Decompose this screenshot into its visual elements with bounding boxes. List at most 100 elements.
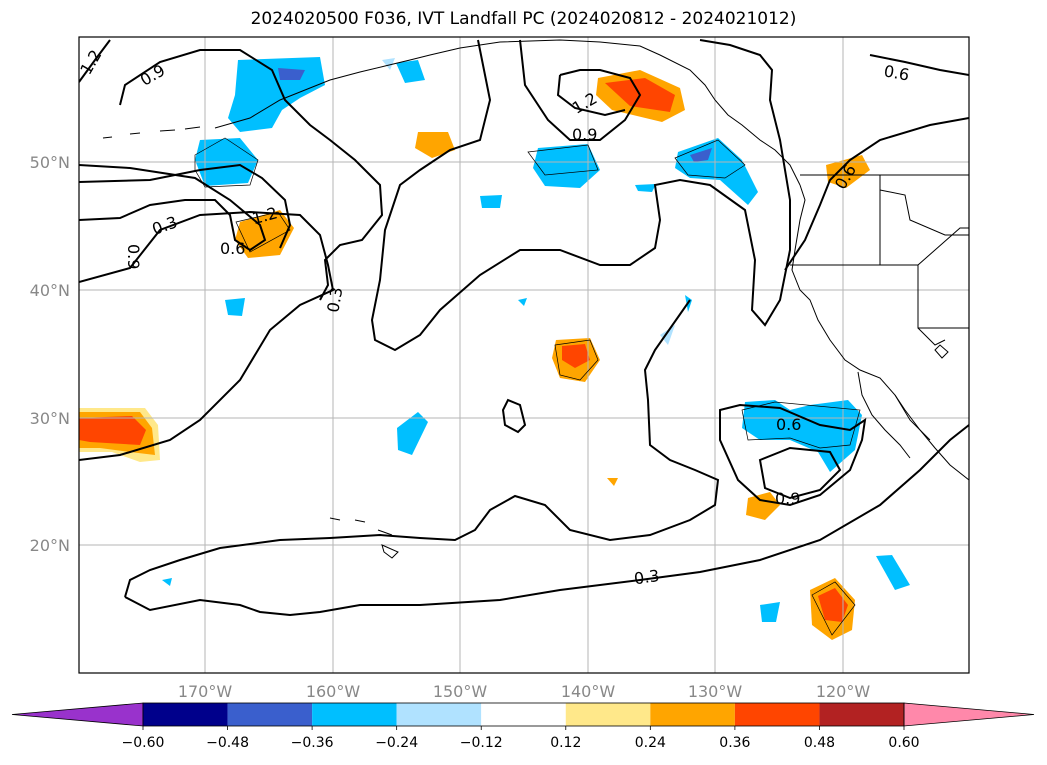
longitude-labels: 170°W 160°W 150°W 140°W 130°W 120°W: [178, 682, 871, 701]
colorbar-segment: [819, 703, 904, 726]
colorbar-tick-label: −0.60: [122, 735, 165, 751]
contour-0.6-west: [79, 164, 267, 252]
negative-anomaly-core: [278, 68, 305, 80]
negative-anomaly-region: [635, 184, 656, 192]
negative-anomaly-region: [382, 58, 395, 70]
baja-peninsula: [857, 371, 911, 459]
nevada-border: [917, 327, 946, 346]
colorbar-segment: [565, 703, 651, 726]
contour-0.3-south: [124, 299, 720, 598]
negative-anomaly-region: [518, 298, 527, 306]
colorbar-extend-max: [903, 702, 1035, 727]
anomaly-outlines: [194, 137, 861, 636]
lat-tick-label: 30°N: [30, 409, 70, 428]
colorbar-tick-label: 0.36: [719, 735, 750, 751]
colorbar-segment: [227, 703, 313, 726]
contour-0.6-east: [869, 54, 969, 76]
contour-0.3-subtropics: [124, 424, 969, 617]
negative-anomaly-region: [876, 555, 910, 590]
positive-anomaly-core: [562, 344, 590, 368]
positive-anomaly-core: [79, 416, 146, 445]
negative-anomaly-core: [690, 148, 712, 162]
contour-label: 0.9: [124, 244, 143, 269]
colorbar: −0.60 −0.48 −0.36 −0.24 −0.12 0.12 0.24 0.36 0.4…: [11, 702, 1035, 751]
positive-anomaly-region: [235, 210, 294, 258]
hawaii-islands: [329, 517, 399, 559]
mexico-coast: [934, 344, 949, 359]
latitude-labels: 50°N 40°N 30°N 20°N: [30, 153, 70, 555]
negative-anomaly-region: [760, 602, 780, 622]
contour-0.9-west: [119, 49, 384, 301]
graticule: [79, 37, 969, 673]
colorbar-tick-label: 0.60: [888, 735, 919, 751]
contour-label: 0.6: [882, 61, 910, 84]
gulf-of-california: [894, 394, 931, 441]
negative-anomaly-region: [397, 412, 428, 455]
contour-label: 0.9: [775, 489, 800, 508]
lon-tick-label: 150°W: [433, 682, 488, 701]
aleutian-islands: [102, 126, 201, 139]
lon-tick-label: 170°W: [178, 682, 233, 701]
negative-anomaly-region: [480, 195, 502, 208]
lon-tick-label: 130°W: [688, 682, 743, 701]
lon-tick-label: 140°W: [561, 682, 616, 701]
negative-anomaly-region: [533, 144, 600, 188]
negative-anomaly-region: [228, 57, 325, 132]
positive-anomaly-region: [415, 132, 455, 158]
colorbar-segment: [312, 703, 397, 726]
shaded-anomalies: [79, 57, 910, 640]
colorbar-tick-label: −0.24: [375, 735, 418, 751]
colorbar-segment: [396, 703, 482, 726]
colorbar-segment: [734, 703, 820, 726]
lat-tick-label: 40°N: [30, 281, 70, 300]
colorbar-frame: [142, 702, 905, 727]
contour-0.9-gulf: [519, 39, 642, 141]
negative-anomaly-region: [675, 138, 758, 205]
lat-tick-label: 20°N: [30, 536, 70, 555]
colorbar-segment: [143, 703, 228, 726]
contour-0.6-south: [719, 403, 867, 507]
negative-anomaly-region: [162, 578, 172, 586]
colorbar-tick-label: −0.36: [291, 735, 334, 751]
state-borders: [790, 175, 969, 329]
negative-anomaly-region: [660, 325, 675, 345]
negative-anomaly-region: [396, 60, 425, 83]
colorbar-tick-label: 0.24: [635, 735, 666, 751]
contour-1.2-gulf: [556, 74, 626, 117]
positive-anomaly-region: [826, 155, 870, 188]
colorbar-segment: [650, 703, 735, 726]
contour-0.3-west: [79, 210, 335, 461]
contour-label: 0.9: [137, 60, 169, 89]
contour-0.6-ridge: [370, 39, 791, 352]
contour-1.2-west: [79, 39, 111, 83]
contour-1.2-west-low: [79, 163, 292, 249]
positive-anomaly-core: [818, 588, 848, 622]
contour-small-closed: [501, 398, 527, 434]
contour-label: 0.6: [220, 239, 245, 258]
contour-label: 0.9: [572, 125, 597, 144]
map-panel: 1.2 0.9 1.2 0.9 0.6 0.3 0.9 1.2 0.6 0.3 …: [79, 37, 969, 673]
ivt-contours: [79, 39, 969, 617]
contour-label: 0.3: [633, 566, 661, 588]
colorbar-tick-label: 0.48: [804, 735, 835, 751]
positive-anomaly-region: [607, 478, 618, 486]
positive-anomaly-region: [746, 492, 780, 520]
colorbar-tick-label: −0.12: [460, 735, 503, 751]
lon-tick-label: 160°W: [306, 682, 361, 701]
contour-label: 0.3: [150, 212, 180, 239]
map-title: 2024020500 F036, IVT Landfall PC (202402…: [250, 9, 797, 29]
map-frame: [78, 36, 970, 674]
contour-label: 0.6: [776, 415, 801, 434]
colorbar-tick-label: 0.12: [550, 735, 581, 751]
lon-tick-label: 120°W: [816, 682, 871, 701]
contour-label: 0.3: [323, 286, 346, 314]
negative-anomaly-region: [225, 298, 245, 316]
coastlines: [102, 39, 969, 559]
contour-0.9-south: [758, 446, 842, 500]
colorbar-extend-min: [11, 702, 144, 727]
contour-0.3-east: [784, 117, 969, 271]
lat-tick-label: 50°N: [30, 153, 70, 172]
colorbar-tick-label: −0.48: [206, 735, 249, 751]
alaska-coast: [214, 39, 801, 186]
